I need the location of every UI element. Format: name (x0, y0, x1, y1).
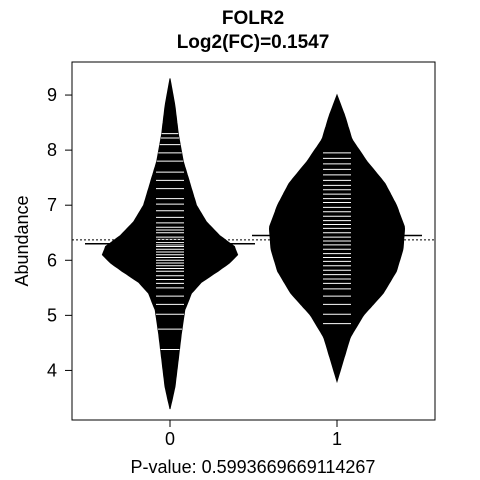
y-tick-label: 6 (47, 250, 57, 270)
chart-title: FOLR2 (222, 8, 284, 29)
y-tick-label: 4 (47, 360, 57, 380)
y-tick-label: 8 (47, 140, 57, 160)
y-tick-label: 7 (47, 195, 57, 215)
x-tick-label: 1 (332, 429, 342, 449)
chart-subtitle: Log2(FC)=0.1547 (177, 32, 330, 53)
overlay-group (72, 234, 435, 245)
plot-frame (71, 61, 436, 421)
y-tick-label: 9 (47, 85, 57, 105)
y-axis: 4 5 6 7 8 9 (47, 85, 72, 380)
x-tick-label: 0 (165, 429, 175, 449)
y-tick-label: 5 (47, 305, 57, 325)
x-axis-label: P-value: 0.5993669669114267 (131, 457, 376, 477)
y-axis-label: Abundance (12, 195, 32, 286)
bean-1 (268, 93, 406, 384)
